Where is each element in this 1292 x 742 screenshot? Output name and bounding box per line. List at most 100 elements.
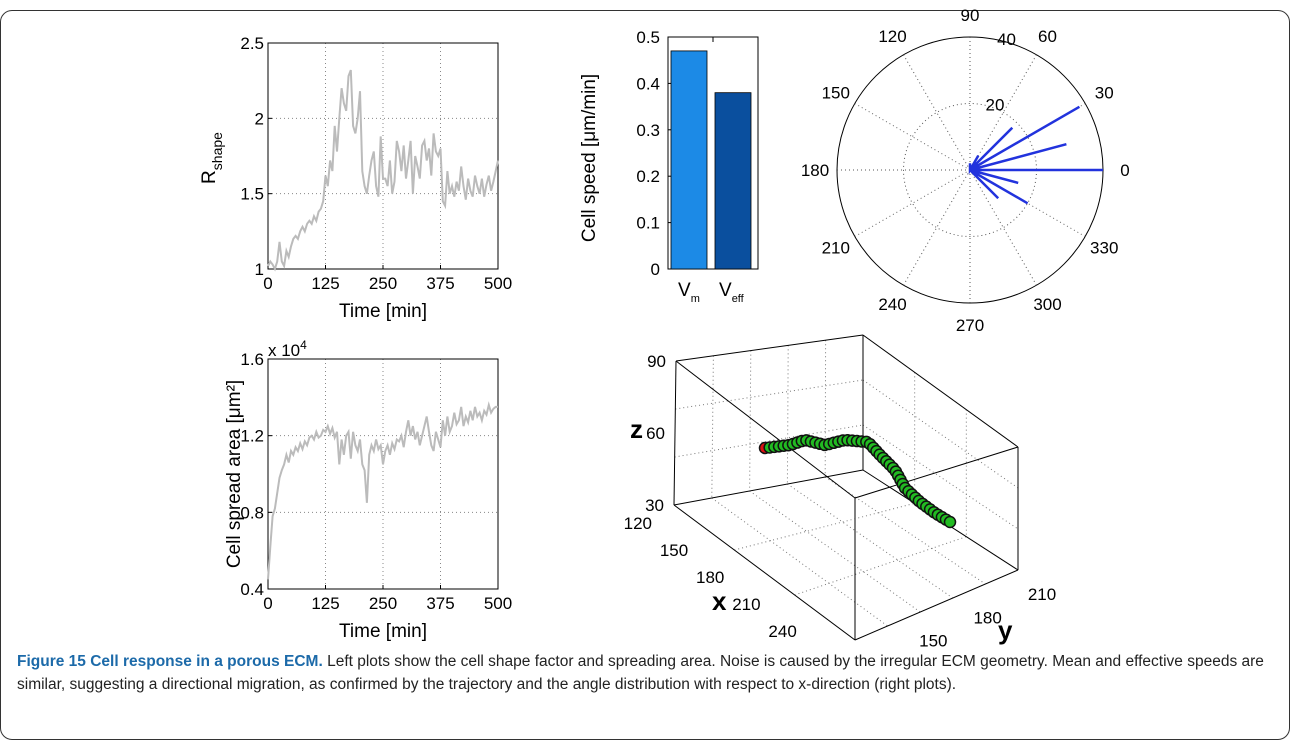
shape-factor-x-tick-label: 375 — [426, 274, 454, 293]
box-edge — [854, 569, 1019, 641]
trajectory-3d-box — [673, 334, 1019, 641]
caption-title: Figure 15 Cell response in a porous ECM. — [17, 653, 323, 670]
box-edge — [675, 334, 864, 362]
bar-label-veff: Veff — [719, 280, 745, 305]
spread-area-ticks: 0 125 250 375 500 0.4 0.8 1.2 1.6 — [240, 350, 512, 613]
shape-factor-y-axis-label: Rshape — [199, 132, 225, 184]
cell-speed-y-tick-label: 0.4 — [636, 74, 660, 93]
x-tick-label: 270 — [805, 649, 833, 650]
shape-factor-ticks: 0 125 250 375 500 1 1.5 2 2.5 — [240, 34, 512, 293]
polar-angle-labels: 0 30 60 90 120 150 180 210 240 270 300 330 20 40 — [801, 6, 1130, 335]
z-tick-label: 30 — [645, 496, 664, 515]
angle-distribution-polar-chart: 0 30 60 90 120 150 180 210 240 270 300 330 20 40 — [801, 6, 1130, 335]
spread-area-y-tick-label: 1.6 — [240, 350, 264, 369]
polar-angle-label: 90 — [961, 6, 980, 25]
x-tick-label: 120 — [624, 514, 652, 533]
y-tick-label: 210 — [1028, 585, 1056, 604]
floor-gridline — [787, 483, 954, 599]
box-edge — [673, 469, 864, 506]
trajectory-points — [758, 433, 957, 529]
spread-area-y-axis-label: Cell spread area [μm²] — [224, 380, 245, 568]
polar-angle-label: 120 — [878, 27, 906, 46]
floor-gridline — [711, 497, 888, 627]
shape-factor-y-tick-label: 1 — [255, 260, 264, 279]
polar-radial-label: 40 — [997, 30, 1016, 49]
cell-speed-y-tick-label: 0.3 — [636, 121, 660, 140]
polar-angle-label: 0 — [1120, 161, 1129, 180]
back-wall-gridline — [749, 350, 752, 492]
polar-angle-label: 210 — [822, 239, 850, 258]
cell-speed-bar — [670, 50, 708, 270]
spread-area-y-tick-label: 1.2 — [240, 427, 264, 446]
bar-label-vm: Vm — [678, 280, 700, 305]
polar-spoke — [903, 54, 971, 171]
shape-factor-gridlines — [268, 43, 498, 269]
box-edge — [675, 360, 856, 499]
spread-area-x-tick-label: 0 — [263, 594, 272, 613]
shape-factor-x-tick-label: 500 — [484, 274, 512, 293]
spread-area-x-tick-label: 500 — [484, 594, 512, 613]
polar-radial-label: 20 — [986, 96, 1005, 115]
z-tick-label: 90 — [647, 352, 666, 371]
shape-factor-chart: 0 125 250 375 500 1 1.5 2 2.5 Time [min] Rshape — [199, 34, 512, 322]
shape-factor-x-tick-label: 250 — [369, 274, 397, 293]
floor-gridline — [734, 502, 915, 551]
y-tick-label: 180 — [973, 608, 1001, 627]
polar-angle-label: 270 — [956, 316, 984, 335]
floor-gridline — [794, 536, 967, 596]
back-wall-gridline — [711, 355, 714, 499]
polar-angle-label: 300 — [1033, 295, 1061, 314]
cell-speed-y-tick-label: 0 — [651, 260, 660, 279]
spread-area-y-tick-label: 0.8 — [240, 503, 264, 522]
figure-panel — [0, 10, 1290, 740]
x-tick-label: 180 — [696, 568, 724, 587]
polar-angle-label: 30 — [1095, 84, 1114, 103]
cell-speed-chart: 00.10.20.30.40.5 Cell speed [μm/min] Vm … — [579, 28, 759, 305]
spread-area-exponent-label: x 104 — [268, 338, 307, 360]
cell-speed-y-axis-label: Cell speed [μm/min] — [579, 74, 600, 242]
trajectory-point — [943, 515, 957, 529]
polar-spoke — [854, 103, 971, 171]
box-edge — [673, 360, 677, 506]
cell-speed-ticks: 0 0.1 0.2 0.3 0.4 0.5 — [636, 28, 714, 279]
trajectory-z-axis-label: z — [630, 414, 643, 444]
back-wall-gridline — [786, 345, 789, 485]
spread-area-chart: 0 125 250 375 500 0.4 0.8 1.2 1.6 Time [min] Cel… — [224, 338, 512, 642]
shape-factor-y-tick-label: 2 — [255, 109, 264, 128]
shape-factor-y-tick-label: 1.5 — [240, 185, 264, 204]
spread-area-x-axis-label: Time [min] — [339, 621, 427, 642]
spread-area-y-tick-label: 0.4 — [240, 580, 264, 599]
polar-angle-label: 150 — [822, 84, 850, 103]
floor-gridline — [824, 476, 986, 585]
box-edge — [862, 334, 1019, 448]
polar-angle-label: 240 — [878, 295, 906, 314]
shape-factor-x-tick-label: 0 — [263, 274, 272, 293]
polar-angle-label: 330 — [1090, 239, 1118, 258]
x-tick-label: 210 — [732, 595, 760, 614]
shape-factor-y-tick-label: 2.5 — [240, 34, 264, 53]
polar-spoke — [854, 169, 971, 237]
cell-speed-y-tick-label: 0.2 — [636, 167, 660, 186]
y-tick-label: 150 — [919, 632, 947, 650]
trajectory-x-axis-label: x — [712, 586, 727, 616]
polar-angle-label: 180 — [801, 161, 829, 180]
trajectory-3d-chart: 306090120150180210240270120150180210 z x… — [624, 334, 1057, 650]
z-tick-label: 60 — [646, 424, 665, 443]
cell-speed-y-tick-label: 0.5 — [636, 28, 660, 47]
trajectory-3d-gridlines — [674, 340, 1019, 627]
side-wall-gridline — [862, 379, 1019, 489]
cell-speed-y-tick-label: 0.1 — [636, 214, 660, 233]
cell-speed-bars — [670, 50, 752, 270]
back-wall-gridline — [675, 379, 864, 410]
spread-area-gridlines — [268, 359, 498, 589]
polar-angle-label: 60 — [1038, 27, 1057, 46]
spread-area-plot-frame — [267, 358, 499, 590]
trajectory-3d-ticks: 306090120150180210240270120150180210 — [624, 352, 1057, 650]
floor-gridline — [749, 490, 921, 613]
spread-area-x-tick-label: 125 — [311, 594, 339, 613]
shape-factor-x-tick-label: 125 — [311, 274, 339, 293]
polar-spoke — [903, 169, 971, 286]
caption-text: Left plots show the cell shape factor an… — [17, 653, 1264, 693]
trajectory-y-axis-label: y — [998, 615, 1013, 645]
